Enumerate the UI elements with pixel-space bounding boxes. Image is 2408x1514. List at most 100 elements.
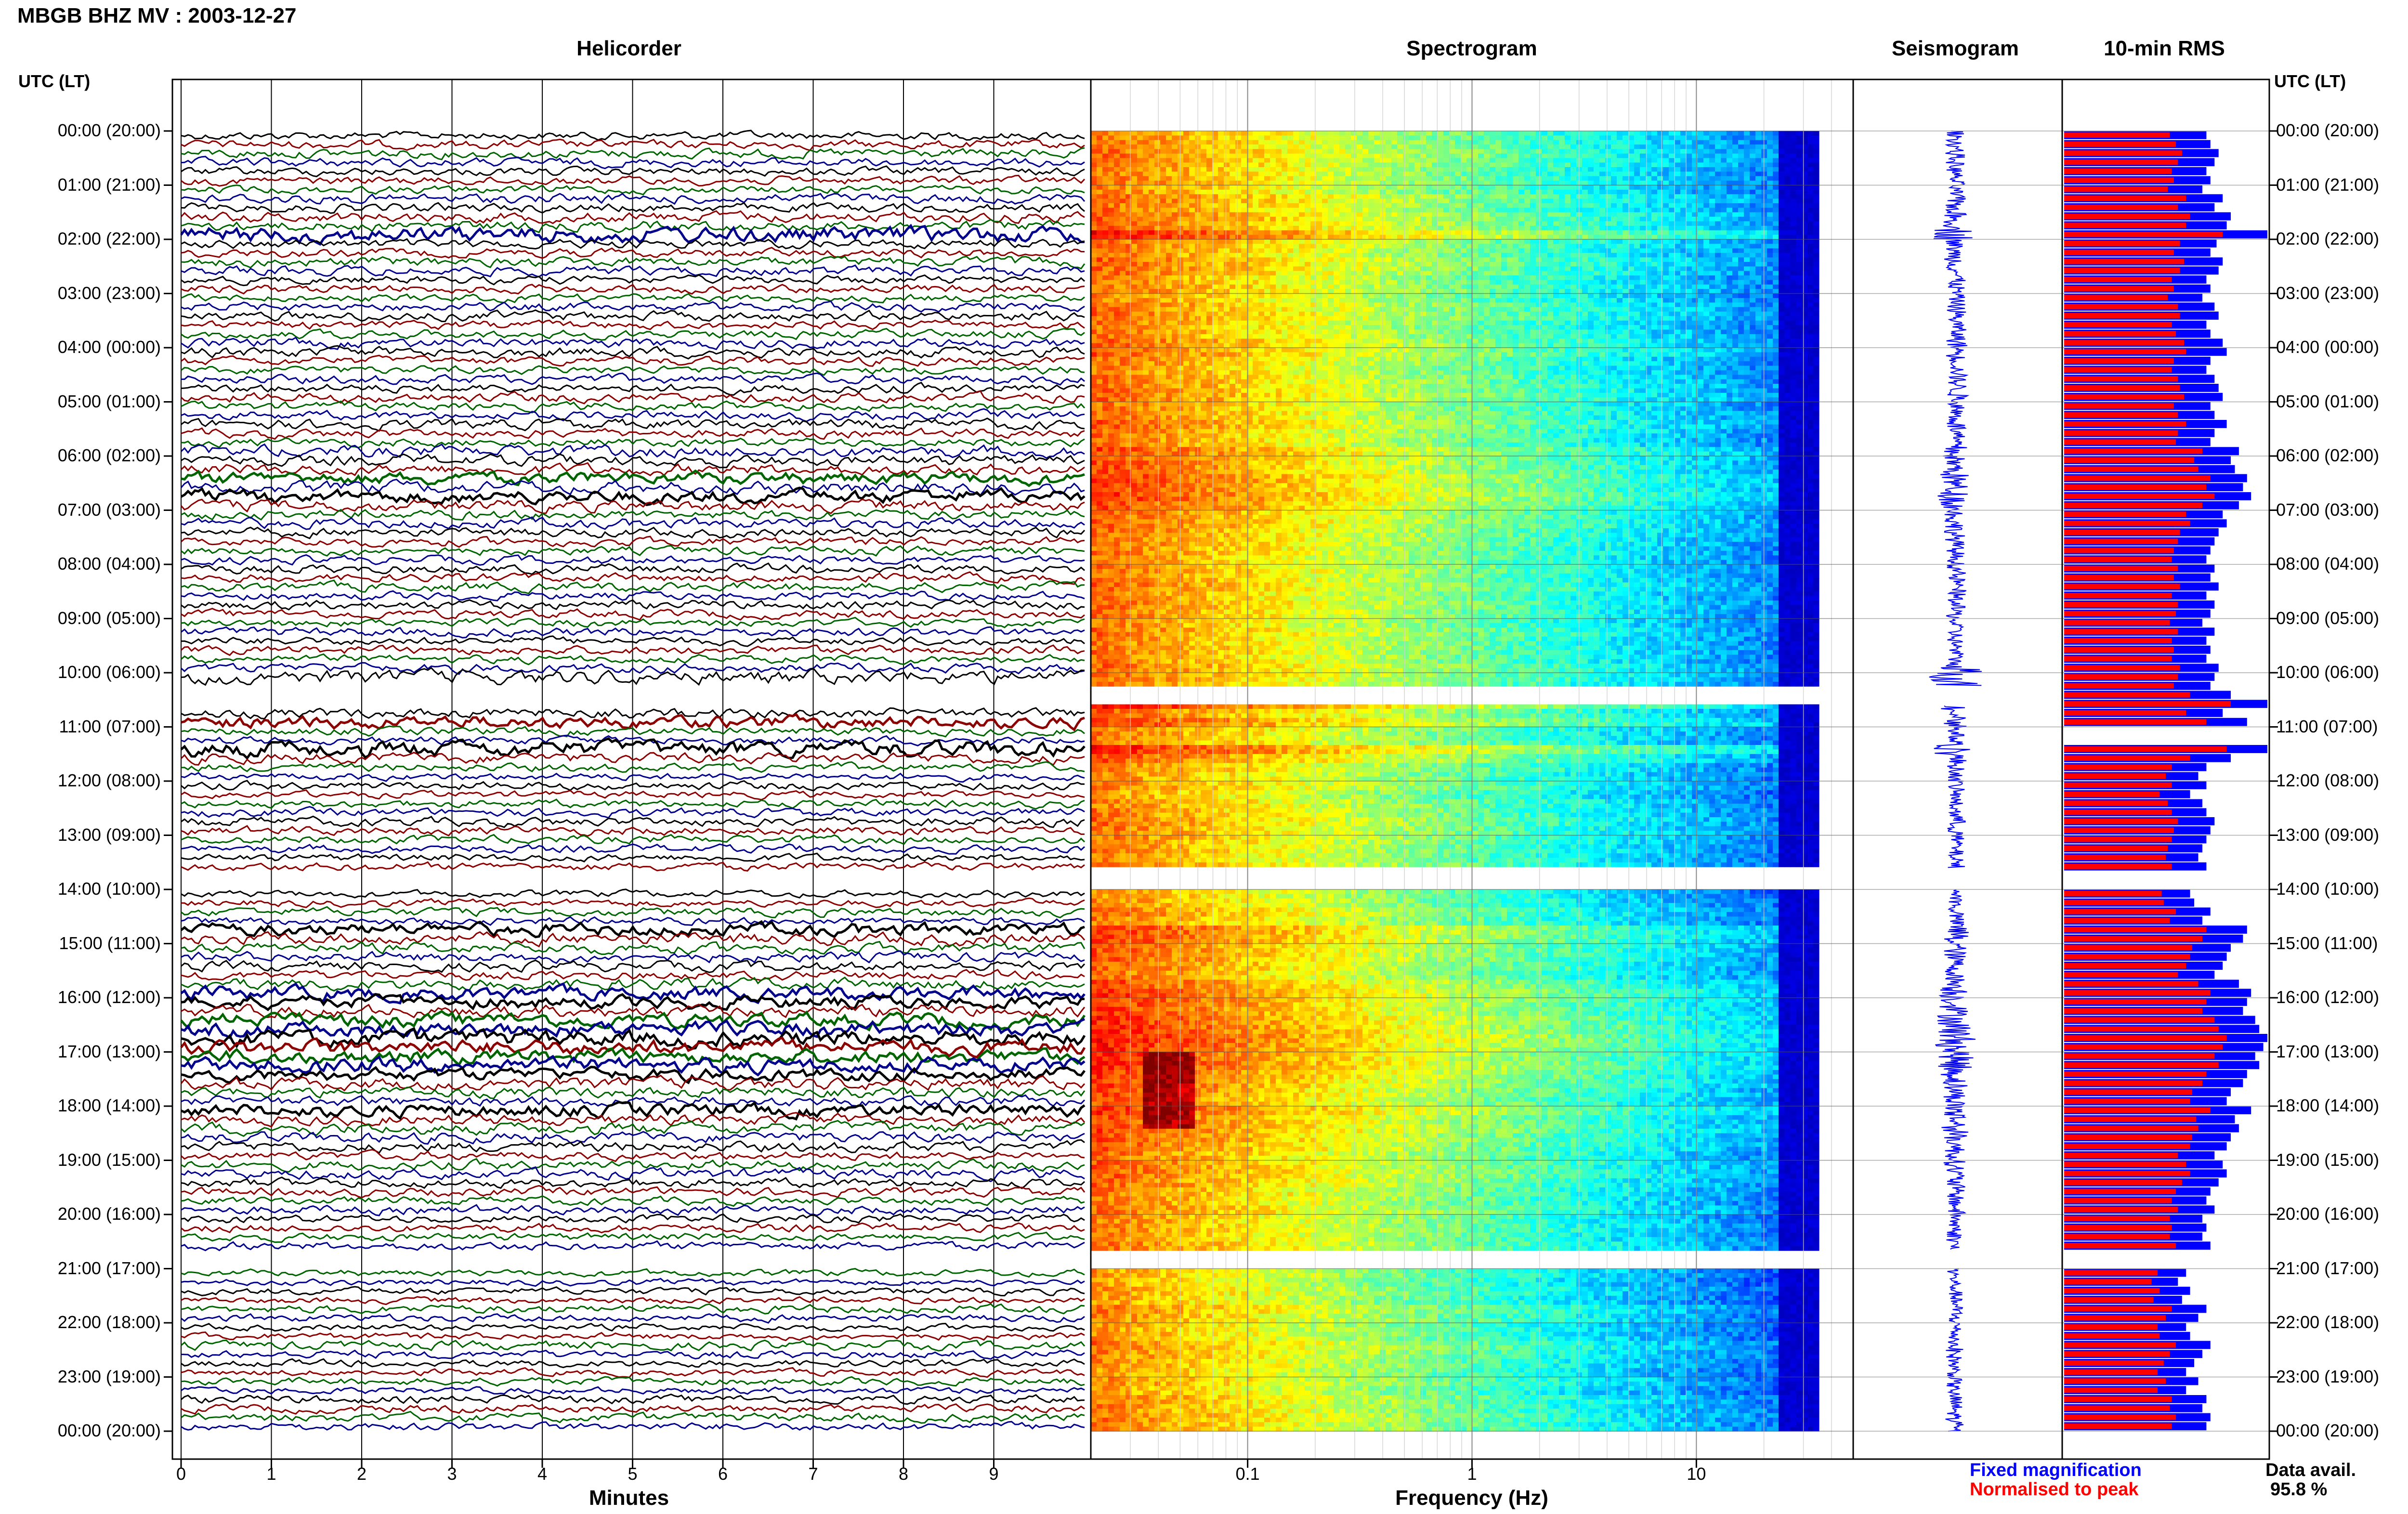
spectrogram-cell [1391, 226, 1398, 231]
spectrogram-cell [1305, 194, 1311, 199]
spectrogram-cell [1657, 222, 1663, 226]
spectrogram-cell [1657, 194, 1663, 199]
spectrogram-cell [1391, 235, 1398, 240]
spectrogram-cell [1368, 167, 1374, 172]
spectrogram-cell [1657, 154, 1663, 158]
spectrogram-cell [1310, 131, 1317, 136]
spectrogram-cell [1270, 163, 1276, 168]
spectrogram-cell [1715, 181, 1721, 185]
spectrogram-cell [1120, 230, 1126, 235]
spectrogram-cell [1362, 203, 1369, 208]
spectrogram-cell [1582, 144, 1588, 149]
spectrogram-cell [1524, 158, 1531, 163]
spectrogram-cell [1588, 208, 1594, 212]
spectrogram-cell [1264, 235, 1270, 240]
spectrogram-cell [1715, 135, 1721, 140]
spectrogram-cell [1339, 135, 1346, 140]
spectrogram-cell [1322, 222, 1328, 226]
spectrogram-cell [1420, 158, 1426, 163]
spectrogram-cell [1784, 235, 1791, 240]
spectrogram-cell [1345, 185, 1351, 190]
spectrogram-cell [1403, 167, 1409, 172]
spectrogram-cell [1143, 144, 1149, 149]
spectrogram-cell [1310, 199, 1317, 204]
spectrogram-cell [1767, 199, 1773, 204]
spectrogram-cell [1183, 226, 1190, 231]
spectrogram-cell [1796, 230, 1802, 235]
spectrogram-cell [1276, 181, 1282, 185]
spectrogram-cell [1426, 176, 1432, 181]
spectrogram-cell [1640, 226, 1646, 231]
spectrogram-cell [1235, 217, 1242, 222]
spectrogram-cell [1773, 190, 1779, 195]
spectrogram-cell [1270, 199, 1276, 204]
spectrogram-cell [1310, 190, 1317, 195]
spectrogram-cell [1351, 230, 1357, 235]
spectrogram-cell [1206, 194, 1213, 199]
spectrogram-cell [1339, 144, 1346, 149]
spectrogram-cell [1305, 230, 1311, 235]
spectrogram-cell [1368, 235, 1374, 240]
spectrogram-cell [1513, 203, 1519, 208]
spectrogram-cell [1091, 171, 1097, 176]
spectrogram-cell [1189, 149, 1195, 154]
spectrogram-cell [1651, 154, 1658, 158]
spectrogram-cell [1484, 154, 1490, 158]
spectrogram-cell [1201, 181, 1207, 185]
spectrogram-cell [1409, 181, 1415, 185]
spectrogram-cell [1721, 235, 1727, 240]
spectrogram-cell [1293, 185, 1299, 190]
spectrogram-cell [1131, 140, 1138, 145]
spectrogram-cell [1316, 149, 1322, 154]
spectrogram-cell [1744, 158, 1750, 163]
spectrogram-cell [1426, 140, 1432, 145]
spectrogram-cell [1403, 212, 1409, 217]
spectrogram-cell [1091, 185, 1097, 190]
spectrogram-cell [1692, 163, 1698, 168]
spectrogram-cell [1368, 230, 1374, 235]
spectrogram-cell [1235, 181, 1242, 185]
spectrogram-cell [1328, 171, 1334, 176]
spectrogram-cell [1241, 131, 1247, 136]
spectrogram-cell [1611, 171, 1617, 176]
spectrogram-cell [1634, 203, 1640, 208]
spectrogram-cell [1715, 140, 1721, 145]
spectrogram-cell [1594, 171, 1600, 176]
spectrogram-cell [1438, 154, 1444, 158]
spectrogram-cell [1796, 185, 1802, 190]
spectrogram-cell [1703, 171, 1710, 176]
spectrogram-cell [1709, 199, 1715, 204]
spectrogram-cell [1617, 194, 1623, 199]
spectrogram-cell [1137, 167, 1143, 172]
spectrogram-cell [1634, 230, 1640, 235]
spectrogram-cell [1178, 167, 1184, 172]
spectrogram-cell [1455, 158, 1461, 163]
spectrogram-cell [1640, 194, 1646, 199]
spectrogram-cell [1582, 171, 1588, 176]
spectrogram-cell [1790, 149, 1796, 154]
spectrogram-cell [1137, 154, 1143, 158]
spectrogram-cell [1680, 199, 1687, 204]
spectrogram-cell [1732, 149, 1739, 154]
spectrogram-cell [1270, 131, 1276, 136]
spectrogram-cell [1582, 190, 1588, 195]
spectrogram-cell [1588, 222, 1594, 226]
spectrogram-cell [1518, 140, 1525, 145]
spectrogram-cell [1339, 230, 1346, 235]
spectrogram-cell [1230, 149, 1236, 154]
spectrogram-cell [1131, 190, 1138, 195]
spectrogram-cell [1813, 190, 1819, 195]
spectrogram-cell [1403, 190, 1409, 195]
spectrogram-cell [1357, 185, 1363, 190]
spectrogram-cell [1334, 199, 1340, 204]
spectrogram-cell [1565, 226, 1571, 231]
spectrogram-cell [1120, 140, 1126, 145]
spectrogram-cell [1154, 185, 1161, 190]
spectrogram-cell [1692, 181, 1698, 185]
spectrogram-cell [1773, 154, 1779, 158]
spectrogram-cell [1276, 140, 1282, 145]
spectrogram-cell [1322, 149, 1328, 154]
spectrogram-cell [1310, 140, 1317, 145]
spectrogram-cell [1357, 199, 1363, 204]
spectrogram-cell [1455, 181, 1461, 185]
